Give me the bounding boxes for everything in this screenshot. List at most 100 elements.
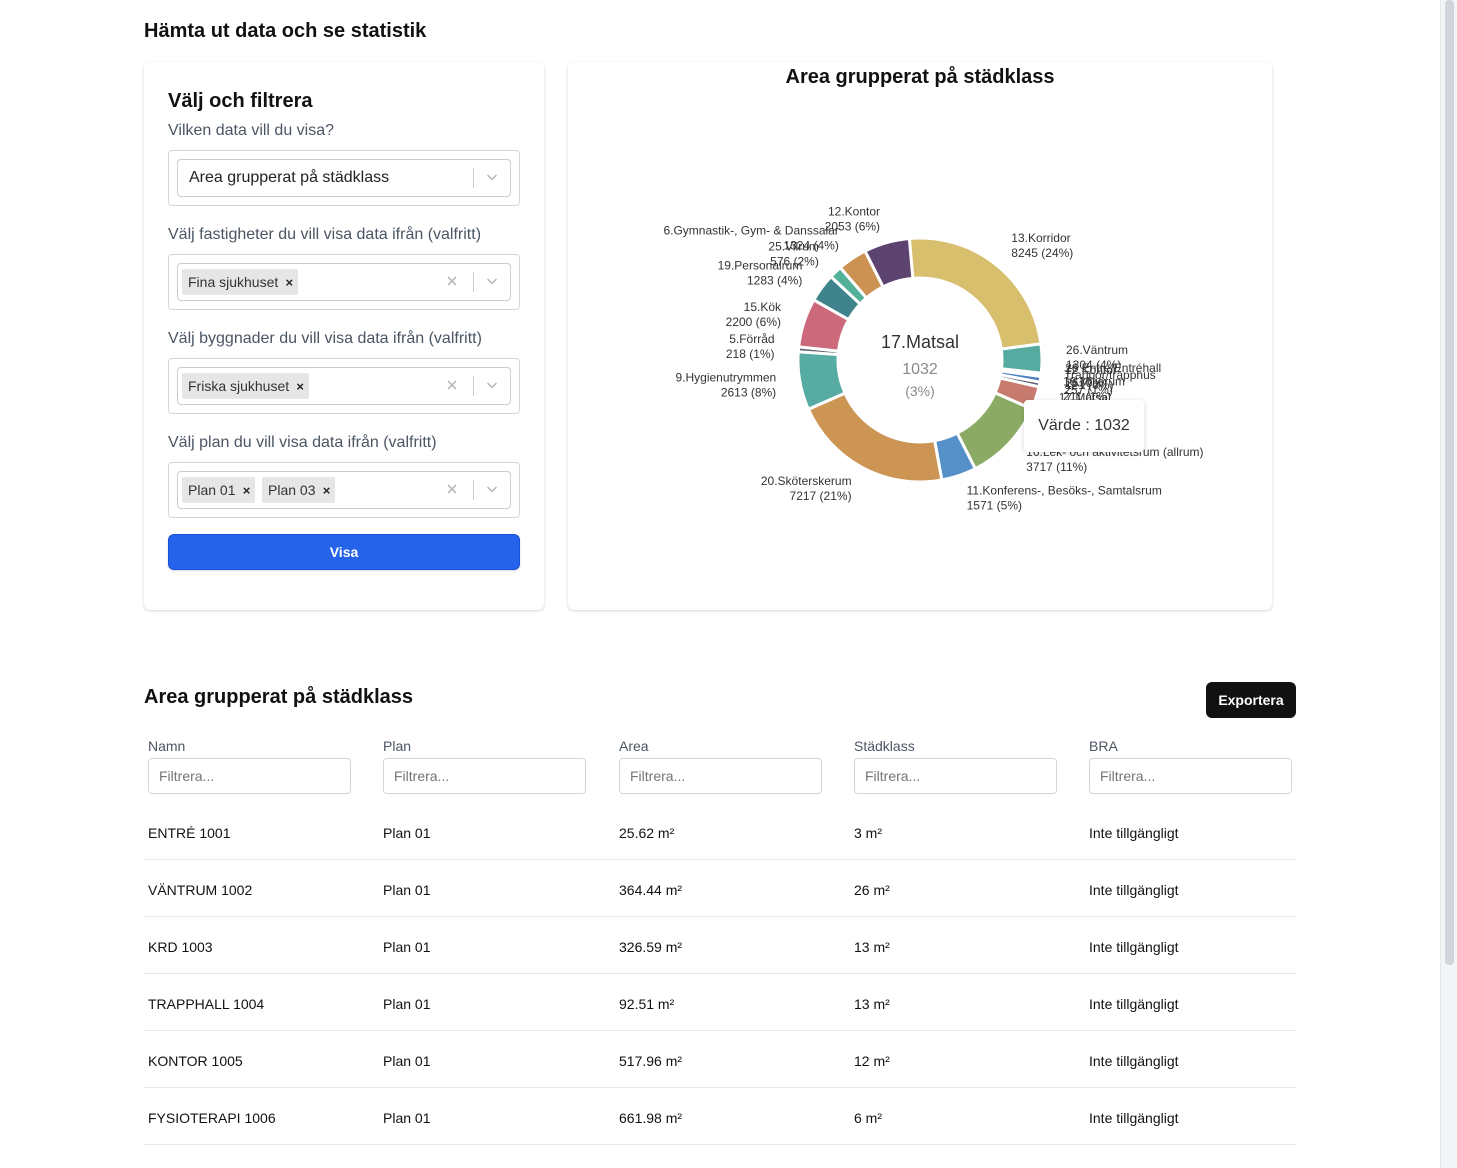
clear-icon[interactable] <box>444 273 460 289</box>
slice-value-label: 2200 (6%) <box>726 315 781 329</box>
data-select-value: Area grupperat på städklass <box>189 169 390 186</box>
cell-area: 92.51 m² <box>619 996 675 1012</box>
slice-name-label: 9.Hygienutrymmen <box>675 370 776 384</box>
plans-select[interactable]: Plan 01 × Plan 03 × <box>177 471 511 509</box>
select-separator <box>473 272 474 292</box>
table-row[interactable]: FYSIOTERAPI 1006 Plan 01 661.98 m² 6 m² … <box>144 1088 1296 1145</box>
chip-label: Plan 01 <box>188 482 236 498</box>
scrollbar-thumb[interactable] <box>1445 0 1454 965</box>
data-select-label: Vilken data vill du visa? <box>168 122 335 139</box>
filter-input-namn[interactable] <box>148 758 351 794</box>
buildings-select-wrapper: Friska sjukhuset × <box>168 358 520 414</box>
properties-label: Välj fastigheter du vill visa data ifrån… <box>168 226 482 243</box>
table-row[interactable]: TRAPPHALL 1004 Plan 01 92.51 m² 13 m² In… <box>144 974 1296 1031</box>
slice-name-label: 20.Sköterskerum <box>761 474 852 488</box>
chart-tooltip: Värde : 1032 <box>1024 400 1144 452</box>
filter-card: Välj och filtrera Vilken data vill du vi… <box>144 62 544 610</box>
chevron-down-icon[interactable] <box>484 273 500 289</box>
column-header-namn[interactable]: Namn <box>148 738 186 754</box>
cell-plan: Plan 01 <box>383 939 431 955</box>
chip-label: Plan 03 <box>268 482 316 498</box>
chip-label: Friska sjukhuset <box>188 378 290 394</box>
table-title: Area grupperat på städklass <box>144 686 413 708</box>
cell-namn: VÄNTRUM 1002 <box>148 882 253 898</box>
slice-name-label: 5.Förråd <box>729 332 774 346</box>
donut-center-value: 1032 <box>902 361 938 378</box>
filter-title: Välj och filtrera <box>168 90 313 112</box>
chip-remove-icon[interactable]: × <box>296 378 304 394</box>
donut-center-name: 17.Matsal <box>881 332 959 352</box>
export-button[interactable]: Exportera <box>1206 682 1296 718</box>
slice-value-label: 2053 (6%) <box>825 220 880 234</box>
slice-value-label: 7217 (21%) <box>790 489 852 503</box>
clear-icon[interactable] <box>444 377 460 393</box>
plan-chip: Plan 01 × <box>182 477 256 503</box>
table-row[interactable]: VÄNTRUM 1002 Plan 01 364.44 m² 26 m² Int… <box>144 860 1296 917</box>
cell-bra: Inte tillgängligt <box>1089 996 1179 1012</box>
building-chip: Friska sjukhuset × <box>182 373 310 399</box>
page-scrollbar[interactable] <box>1440 0 1457 1168</box>
slice-name-label: 6.Gymnastik-, Gym- & Danssalar <box>663 224 838 238</box>
slice-name-label: 25.Vilrum <box>768 240 818 254</box>
slice-value-label: 576 (2%) <box>770 255 819 269</box>
cell-bra: Inte tillgängligt <box>1089 1110 1179 1126</box>
slice-value-label: 8245 (24%) <box>1011 246 1073 260</box>
chevron-down-icon[interactable] <box>484 169 500 185</box>
filter-input-stadklass[interactable] <box>854 758 1057 794</box>
cell-area: 661.98 m² <box>619 1110 683 1126</box>
cell-namn: KONTOR 1005 <box>148 1053 243 1069</box>
cell-namn: TRAPPHALL 1004 <box>148 996 265 1012</box>
page-title: Hämta ut data och se statistik <box>144 20 427 42</box>
cell-namn: KRD 1003 <box>148 939 213 955</box>
select-separator <box>473 376 474 396</box>
filter-input-bra[interactable] <box>1089 758 1292 794</box>
data-select[interactable]: Area grupperat på städklass <box>177 159 511 197</box>
cell-stadklass: 12 m² <box>854 1053 890 1069</box>
chip-remove-icon[interactable]: × <box>285 274 294 290</box>
filter-input-area[interactable] <box>619 758 822 794</box>
select-separator <box>473 480 474 500</box>
column-header-stadklass[interactable]: Städklass <box>854 738 915 754</box>
chip-label: Fina sjukhuset <box>188 274 279 290</box>
table-row[interactable]: ENTRÉ 1001 Plan 01 25.62 m² 3 m² Inte ti… <box>144 803 1296 860</box>
slice-value-label: 257 (1%) <box>1064 383 1113 397</box>
chevron-down-icon[interactable] <box>484 481 500 497</box>
cell-area: 25.62 m² <box>619 825 675 841</box>
slice-name-label: 26.Väntrum <box>1066 343 1128 357</box>
cell-area: 517.96 m² <box>619 1053 683 1069</box>
data-select-wrapper: Area grupperat på städklass <box>168 150 520 206</box>
properties-select[interactable]: Fina sjukhuset × <box>177 263 511 301</box>
pie-slice-16[interactable] <box>863 236 915 289</box>
cell-area: 364.44 m² <box>619 882 683 898</box>
cell-namn: FYSIOTERAPI 1006 <box>148 1110 276 1126</box>
column-header-bra[interactable]: BRA <box>1089 738 1118 754</box>
slice-value-label: 218 (1%) <box>726 347 775 361</box>
column-header-plan[interactable]: Plan <box>383 738 412 754</box>
cell-bra: Inte tillgängligt <box>1089 939 1179 955</box>
chip-remove-icon[interactable]: × <box>242 482 251 498</box>
chevron-down-icon[interactable] <box>484 377 500 393</box>
chart-card: Area grupperat på städklass 13.Korridor 8… <box>568 62 1272 610</box>
table-row[interactable]: KRD 1003 Plan 01 326.59 m² 13 m² Inte ti… <box>144 917 1296 974</box>
buildings-select[interactable]: Friska sjukhuset × <box>177 367 511 405</box>
properties-select-wrapper: Fina sjukhuset × <box>168 254 520 310</box>
visa-button[interactable]: Visa <box>168 534 520 570</box>
cell-plan: Plan 01 <box>383 882 431 898</box>
cell-stadklass: 13 m² <box>854 996 890 1012</box>
slice-value-label: 1324 (4%) <box>783 239 838 253</box>
clear-icon[interactable] <box>444 481 460 497</box>
column-header-area[interactable]: Area <box>619 738 649 754</box>
slice-name-label: 19.Personalrum <box>718 259 803 273</box>
cell-area: 326.59 m² <box>619 939 683 955</box>
buildings-label: Välj byggnader du vill visa data ifrån (… <box>168 330 482 347</box>
slice-value-label: 3717 (11%) <box>1026 460 1087 474</box>
donut-center-percent: (3%) <box>905 383 935 399</box>
chart-title: Area grupperat på städklass <box>785 66 1055 88</box>
cell-stadklass: 6 m² <box>854 1110 882 1126</box>
chip-remove-icon[interactable]: × <box>322 482 331 498</box>
filter-input-plan[interactable] <box>383 758 586 794</box>
cell-stadklass: 26 m² <box>854 882 890 898</box>
pie-slice-9[interactable] <box>806 391 944 484</box>
table-row[interactable]: KONTOR 1005 Plan 01 517.96 m² 12 m² Inte… <box>144 1031 1296 1088</box>
